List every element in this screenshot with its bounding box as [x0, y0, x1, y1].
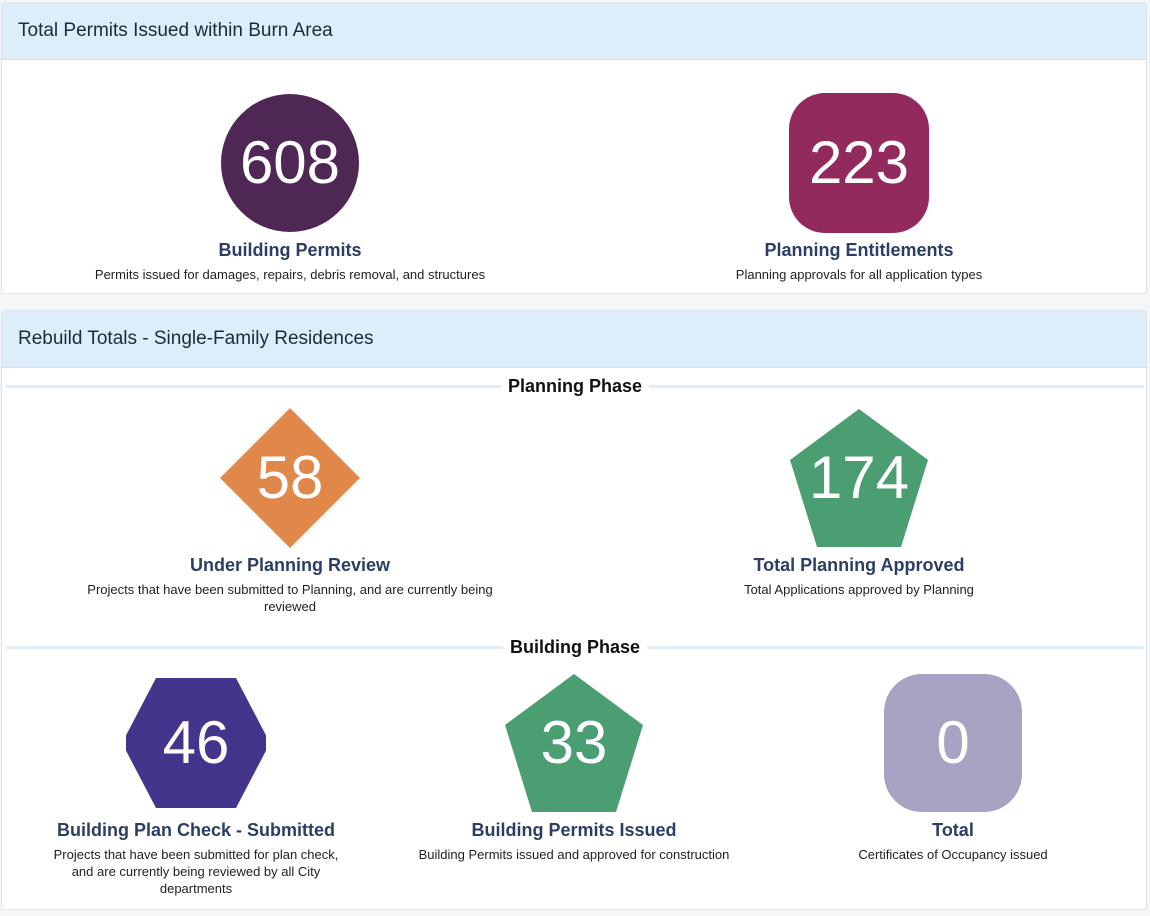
total-planning-approved-stat: 174 Total Planning Approved Total Applic…: [639, 408, 1079, 598]
planning-entitlements-stat: 223 Planning Entitlements Planning appro…: [639, 93, 1079, 283]
planning-phase-divider: Planning Phase: [6, 374, 1144, 398]
under-planning-review-value: 58: [256, 444, 324, 511]
total-planning-approved-title: Total Planning Approved: [753, 555, 965, 575]
total-planning-approved-pentagon: 174: [789, 408, 929, 548]
planning-entitlements-desc: Planning approvals for all application t…: [735, 267, 983, 282]
planning-phase-label: Planning Phase: [500, 374, 650, 398]
planning-entitlements-value: 223: [808, 129, 910, 196]
certificates-total-square: 0: [883, 673, 1023, 813]
plan-check-submitted-value: 46: [162, 709, 230, 776]
under-planning-review-stat: 58 Under Planning Review Projects that h…: [70, 408, 510, 615]
building-permits-value: 608: [239, 129, 341, 196]
certificates-total-title: Total: [932, 820, 974, 840]
building-permits-issued-value: 33: [540, 709, 608, 776]
under-planning-review-title: Under Planning Review: [189, 555, 391, 575]
certificates-total-value: 0: [936, 709, 970, 776]
plan-check-submitted-hexagon: 46: [126, 673, 266, 813]
building-phase-divider: Building Phase: [6, 635, 1144, 659]
certificates-total-stat: 0 Total Certificates of Occupancy issued: [733, 673, 1146, 863]
total-planning-approved-desc: Total Applications approved by Planning: [744, 582, 974, 597]
building-permits-issued-desc: Building Permits issued and approved for…: [418, 847, 730, 862]
building-permits-title: Building Permits: [218, 240, 362, 260]
rebuild-totals-panel: Rebuild Totals - Single-Family Residence…: [1, 310, 1147, 910]
planning-entitlements-title: Planning Entitlements: [764, 240, 954, 260]
plan-check-submitted-desc: Projects that have been submitted for pl…: [53, 847, 339, 896]
building-phase-label: Building Phase: [502, 635, 648, 659]
rebuild-totals-header: Rebuild Totals - Single-Family Residence…: [2, 311, 1146, 368]
certificates-total-desc: Certificates of Occupancy issued: [858, 847, 1048, 862]
building-permits-desc: Permits issued for damages, repairs, deb…: [94, 267, 486, 282]
building-permits-issued-title: Building Permits Issued: [471, 820, 677, 840]
building-permits-issued-pentagon: 33: [504, 673, 644, 813]
total-permits-panel: Total Permits Issued within Burn Area 60…: [1, 2, 1147, 294]
total-permits-header: Total Permits Issued within Burn Area: [2, 3, 1146, 60]
plan-check-submitted-title: Building Plan Check - Submitted: [56, 820, 335, 840]
building-permits-issued-stat: 33 Building Permits Issued Building Perm…: [354, 673, 794, 863]
total-planning-approved-value: 174: [808, 444, 910, 511]
under-planning-review-diamond: 58: [220, 408, 360, 548]
building-permits-stat: 608 Building Permits Permits issued for …: [70, 93, 510, 283]
building-permits-circle: 608: [220, 93, 360, 233]
under-planning-review-desc: Projects that have been submitted to Pla…: [87, 582, 493, 614]
plan-check-submitted-stat: 46 Building Plan Check - Submitted Proje…: [2, 673, 416, 897]
planning-entitlements-square: 223: [789, 93, 929, 233]
